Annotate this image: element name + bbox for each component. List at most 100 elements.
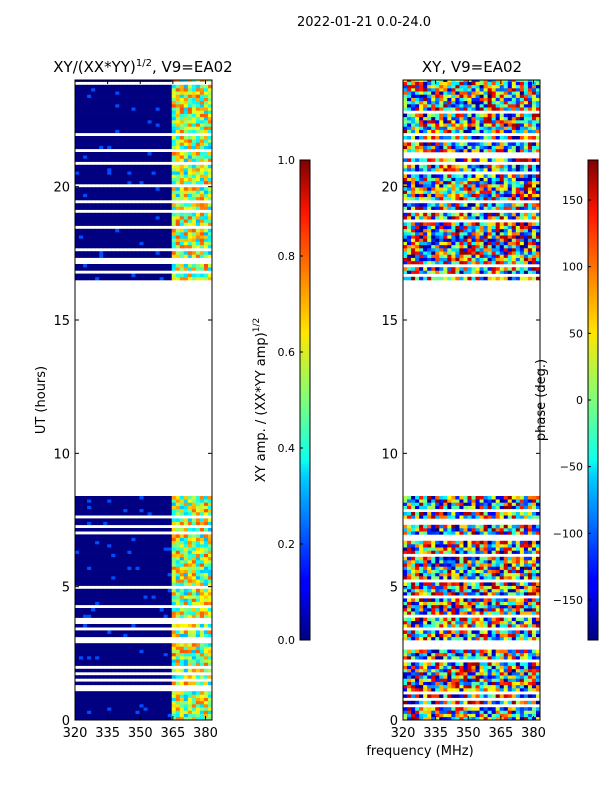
phase-heatmap-cell: [487, 582, 493, 586]
phase-heatmap-cell: [475, 636, 480, 641]
amplitude-heatmap-cell: [83, 235, 88, 239]
amplitude-heatmap-cell: [107, 553, 112, 558]
phase-heatmap-cell: [411, 694, 416, 698]
amplitude-heatmap-cell: [87, 94, 92, 98]
amplitude-heatmap-cell: [95, 694, 100, 698]
amplitude-heatmap-cell: [167, 244, 173, 249]
amplitude-heatmap-cell: [187, 704, 193, 708]
amplitude-heatmap-cell: [171, 646, 177, 650]
phase-heatmap-cell: [475, 684, 480, 689]
amplitude-heatmap-cell: [83, 238, 88, 242]
amplitude-heatmap-cell: [167, 534, 173, 538]
amplitude-heatmap-cell: [131, 145, 136, 150]
amplitude-heatmap-cell: [143, 505, 148, 510]
amplitude-heatmap-cell: [159, 566, 165, 570]
amplitude-heatmap-cell: [187, 142, 193, 146]
amplitude-heatmap-cell: [143, 499, 148, 503]
amplitude-heatmap-cell: [203, 713, 209, 718]
amplitude-heatmap-cell: [91, 553, 96, 558]
amplitude-heatmap-cell: [75, 91, 80, 95]
amplitude-heatmap-cell: [159, 142, 165, 146]
amplitude-heatmap-cell: [75, 662, 80, 666]
phase-heatmap-cell: [443, 556, 448, 561]
amplitude-heatmap-cell: [175, 168, 181, 172]
amplitude-heatmap-cell: [167, 598, 173, 602]
amplitude-heatmap-cell: [139, 505, 144, 510]
phase-heatmap-cell: [471, 672, 476, 676]
phase-heatmap-cell: [427, 585, 432, 590]
amplitude-heatmap-cell: [143, 145, 148, 150]
phase-heatmap-cell: [439, 604, 444, 609]
amplitude-heatmap-cell: [131, 643, 136, 647]
phase-heatmap-cell: [403, 566, 408, 570]
phase-heatmap-cell: [503, 608, 509, 612]
amplitude-heatmap-cell: [187, 168, 193, 172]
phase-heatmap-cell: [527, 662, 533, 666]
phase-heatmap-cell: [451, 665, 456, 670]
amplitude-heatmap-cell: [155, 171, 161, 175]
amplitude-heatmap-cell: [123, 556, 128, 561]
phase-heatmap-cell: [431, 582, 436, 586]
amplitude-heatmap-cell: [155, 174, 161, 178]
amplitude-heatmap-cell: [107, 94, 112, 98]
amplitude-heatmap-cell: [203, 267, 209, 271]
amplitude-heatmap-cell: [107, 142, 112, 146]
phase-heatmap-cell: [439, 556, 444, 561]
phase-heatmap-cell: [503, 633, 509, 638]
amplitude-heatmap-cell: [207, 238, 212, 242]
amplitude-heatmap-cell: [187, 681, 193, 686]
amplitude-heatmap-cell: [107, 521, 112, 526]
amplitude-heatmap-cell: [187, 646, 193, 650]
amplitude-heatmap-cell: [87, 508, 92, 513]
amplitude-heatmap-cell: [83, 633, 88, 638]
amplitude-heatmap-cell: [179, 662, 185, 666]
phase-heatmap-cell: [535, 624, 540, 628]
amplitude-heatmap-cell: [79, 704, 84, 708]
amplitude-heatmap-cell: [179, 180, 185, 185]
amplitude-heatmap-cell: [83, 598, 88, 602]
amplitude-heatmap-cell: [123, 521, 128, 526]
amplitude-heatmap-cell: [151, 624, 156, 628]
phase-heatmap-cell: [411, 563, 416, 567]
amplitude-heatmap-cell: [155, 164, 161, 169]
phase-heatmap-cell: [507, 665, 513, 670]
amplitude-heatmap-cell: [115, 528, 120, 532]
amplitude-heatmap-cell: [163, 100, 169, 105]
amplitude-heatmap-cell: [111, 152, 116, 156]
amplitude-heatmap-cell: [123, 643, 128, 647]
amplitude-heatmap-cell: [91, 91, 96, 95]
amplitude-heatmap-cell: [151, 508, 156, 513]
phase-heatmap-cell: [411, 672, 416, 676]
phase-heatmap-cell: [423, 681, 428, 686]
amplitude-heatmap-cell: [135, 196, 140, 201]
amplitude-heatmap-cell: [203, 139, 209, 143]
amplitude-heatmap-cell: [83, 116, 88, 121]
amplitude-heatmap-cell: [135, 505, 140, 510]
phase-heatmap-cell: [411, 684, 416, 689]
amplitude-heatmap-cell: [187, 139, 193, 143]
amplitude-heatmap-cell: [155, 681, 161, 686]
phase-heatmap-cell: [531, 707, 537, 711]
phase-heatmap-cell: [459, 700, 464, 705]
amplitude-heatmap-cell: [83, 662, 88, 666]
amplitude-heatmap-cell: [199, 174, 205, 178]
amplitude-heatmap-cell: [207, 675, 212, 679]
phase-heatmap-cell: [443, 630, 448, 634]
amplitude-heatmap-cell: [195, 592, 201, 596]
amplitude-heatmap-cell: [171, 264, 177, 268]
amplitude-heatmap-cell: [147, 241, 152, 246]
amplitude-heatmap-cell: [123, 190, 128, 194]
amplitude-heatmap-cell: [163, 238, 169, 242]
amplitude-heatmap-cell: [167, 94, 173, 98]
amplitude-heatmap-cell: [107, 611, 112, 615]
amplitude-heatmap-cell: [143, 608, 148, 612]
amplitude-heatmap-cell: [99, 244, 104, 249]
phase-heatmap-cell: [463, 675, 468, 679]
phase-heatmap-cell: [431, 624, 436, 628]
phase-heatmap-cell: [475, 688, 480, 692]
amplitude-heatmap-cell: [75, 579, 80, 583]
phase-heatmap-cell: [527, 608, 533, 612]
phase-heatmap-cell: [519, 700, 525, 705]
amplitude-heatmap-cell: [135, 174, 140, 178]
amplitude-heatmap-cell: [83, 508, 88, 513]
